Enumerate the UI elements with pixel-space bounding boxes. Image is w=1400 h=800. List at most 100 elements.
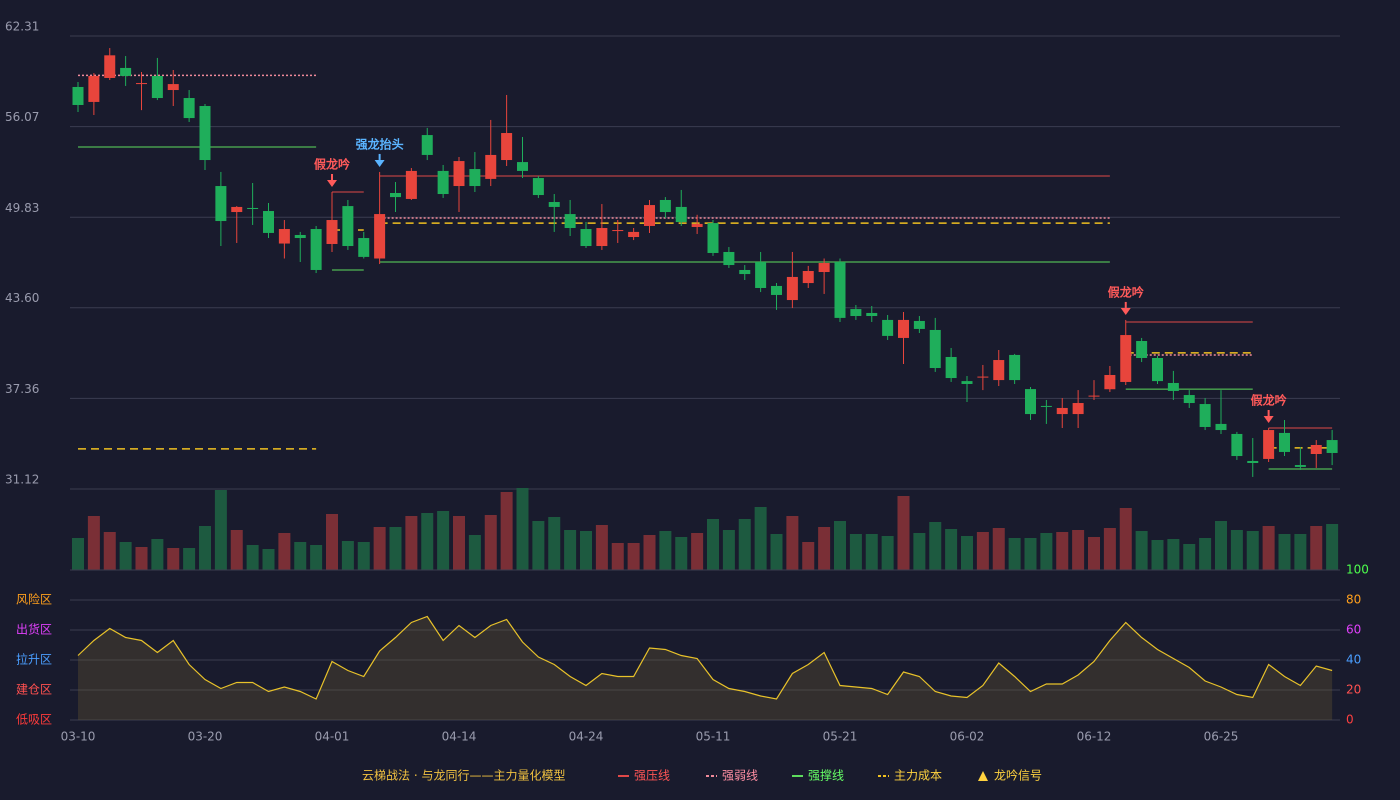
candle-body [326, 220, 338, 244]
volume-bar [1008, 538, 1021, 570]
zone-label: 拉升区 [16, 652, 52, 667]
volume-bar [500, 492, 513, 570]
indicator-tick-label: 80 [1346, 593, 1361, 607]
volume-bar [1167, 539, 1180, 570]
y-tick-label: 56.07 [5, 110, 39, 124]
signal-arrow [327, 179, 337, 187]
zone-label: 风险区 [16, 592, 52, 607]
volume-bar [786, 516, 799, 570]
candle-body [580, 229, 592, 247]
candle-body [88, 75, 100, 102]
volume-bar [373, 527, 386, 570]
x-tick-label: 06-02 [950, 730, 985, 744]
volume-bar [1294, 534, 1307, 570]
volume-bar [961, 536, 973, 570]
volume-bar [992, 528, 1005, 570]
legend-title: 云梯战法 · 与龙同行——主力量化模型 [362, 769, 565, 783]
signal-label: 假龙吟 [1251, 392, 1287, 407]
volume-bar [87, 516, 100, 570]
volume-bar [1230, 530, 1243, 570]
x-tick-label: 06-12 [1077, 730, 1112, 744]
candle-body [1056, 407, 1068, 415]
candle-body [644, 205, 655, 226]
volume-bar [1326, 524, 1339, 570]
volume-bar [72, 538, 84, 570]
legend-label: 龙吟信号 [994, 768, 1042, 783]
candle-body [136, 83, 147, 85]
volume-bar [818, 527, 831, 570]
volume-bar [326, 514, 338, 570]
volume-bar [722, 530, 735, 570]
candle-body [183, 98, 195, 119]
volume-bar [1072, 530, 1085, 570]
volume-bar [1151, 540, 1164, 570]
indicator-tick-label: 40 [1346, 653, 1361, 667]
signal-arrow [1263, 415, 1274, 423]
signal-label: 假龙吟 [1108, 284, 1144, 299]
signal-label: 强龙抬头 [356, 136, 404, 151]
candle-body [961, 381, 973, 384]
candle-body [469, 169, 481, 187]
volume-bar [643, 535, 656, 570]
candle-body [104, 55, 116, 78]
candle-body [929, 329, 941, 369]
x-tick-label: 05-21 [823, 730, 858, 744]
volume-bar [199, 526, 211, 570]
indicator-tick-label: 60 [1346, 623, 1361, 637]
candle-body [628, 231, 640, 238]
volume-bar [929, 522, 942, 570]
volume-bar [405, 516, 418, 570]
volume-bar [691, 533, 704, 570]
candle-body [358, 238, 370, 257]
candle-body [294, 234, 306, 239]
candle-body [1104, 374, 1116, 390]
candle-body [1088, 395, 1100, 397]
candle-body [231, 206, 243, 213]
legend-swatch [978, 771, 988, 781]
volume-bar [770, 534, 783, 570]
candle-body [1167, 382, 1179, 391]
candle-body [898, 319, 909, 338]
candle-body [596, 228, 608, 247]
volume-bar [976, 532, 989, 570]
indicator-line [77, 615, 1333, 700]
candle-body [771, 285, 782, 295]
volume-bar [564, 530, 577, 570]
candle-body [850, 309, 862, 317]
candle-body [1279, 432, 1290, 452]
candle-body [310, 229, 322, 270]
x-tick-label: 04-01 [315, 730, 350, 744]
candle-body [1247, 460, 1259, 464]
volume-bar [897, 496, 910, 570]
volume-bar [849, 534, 862, 570]
candle-body [437, 170, 449, 195]
candle-body [1183, 395, 1195, 404]
x-tick-label: 04-14 [442, 730, 477, 744]
volume-bar [548, 517, 561, 570]
candle-body [120, 67, 132, 76]
candle-body [485, 154, 497, 179]
volume-bar [246, 545, 259, 570]
candle-body [532, 178, 544, 196]
volume-bar [659, 531, 672, 570]
volume-bar [945, 529, 958, 570]
x-tick-label: 06-25 [1204, 730, 1239, 744]
volume-bar [214, 490, 227, 570]
volume-bar [627, 543, 640, 570]
volume-bar [1135, 531, 1148, 570]
candle-body [548, 202, 560, 207]
candle-body [1326, 440, 1338, 453]
volume-bar [151, 539, 164, 570]
volume-bar [595, 525, 608, 570]
volume-bar [834, 521, 846, 570]
volume-bar [357, 542, 370, 570]
candle-body [247, 207, 259, 209]
candle-body [993, 360, 1005, 381]
candle-body [421, 135, 433, 155]
volume-bar [310, 545, 323, 570]
volume-bar [1088, 537, 1100, 570]
volume-bar [230, 530, 243, 570]
volume-bar [1024, 538, 1037, 570]
volume-bar [1183, 544, 1196, 570]
